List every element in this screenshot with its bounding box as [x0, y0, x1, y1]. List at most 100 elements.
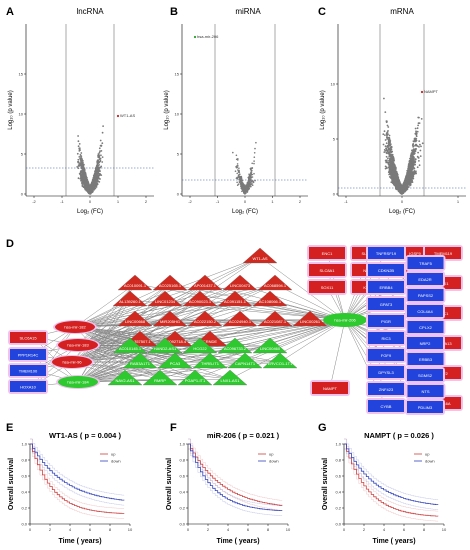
data-point	[413, 156, 415, 159]
data-point	[390, 154, 393, 157]
data-point	[234, 170, 237, 172]
data-point	[411, 151, 414, 153]
data-point	[390, 172, 393, 175]
data-point	[383, 97, 385, 100]
data-point	[80, 173, 83, 176]
data-point	[396, 182, 399, 185]
highlight-label: WT1-AS	[120, 113, 135, 118]
data-point	[248, 180, 251, 183]
data-point	[101, 142, 104, 145]
data-point	[96, 175, 99, 178]
data-point	[249, 183, 252, 185]
data-point	[389, 169, 392, 172]
data-point	[237, 159, 239, 161]
data-point	[395, 187, 398, 190]
data-point	[81, 158, 83, 161]
highlight-label: NAMPT	[424, 89, 439, 94]
x-axis-label: Log₂ (FC)	[232, 209, 258, 215]
data-point	[385, 151, 388, 154]
data-point	[384, 160, 387, 162]
data-point	[385, 161, 388, 163]
data-point	[386, 124, 389, 127]
data-points	[232, 141, 257, 195]
data-point	[410, 171, 413, 174]
data-point	[393, 159, 395, 162]
data-point	[404, 186, 407, 189]
data-point	[88, 191, 91, 193]
data-point	[87, 182, 89, 185]
data-point	[235, 166, 238, 169]
data-point	[248, 182, 251, 184]
data-points	[382, 97, 424, 195]
data-point	[83, 167, 86, 170]
data-point	[405, 178, 407, 181]
data-point	[95, 168, 98, 171]
data-point	[394, 179, 397, 182]
edge	[77, 283, 206, 346]
x-tick-label: -2	[188, 199, 192, 204]
data-point	[254, 147, 256, 150]
data-point	[391, 176, 394, 179]
data-point	[253, 152, 256, 154]
data-point	[95, 179, 98, 181]
data-point	[385, 142, 388, 145]
data-point	[238, 171, 241, 173]
x-tick-label: -1	[344, 199, 348, 204]
highlight-point	[193, 35, 197, 39]
data-point	[389, 144, 392, 147]
data-point	[237, 174, 240, 177]
data-point	[248, 184, 251, 186]
y-axis-label: Log₁₀ (p value)	[164, 90, 170, 130]
data-point	[249, 181, 252, 184]
y-tick-label: 10	[331, 82, 336, 87]
data-point	[100, 165, 103, 168]
data-point	[242, 185, 245, 188]
data-point	[236, 165, 238, 167]
data-point	[239, 177, 241, 179]
data-point	[95, 180, 98, 183]
data-point	[414, 158, 417, 161]
data-point	[98, 166, 100, 169]
plot-title: lncRNA	[76, 7, 104, 16]
x-tick-label: 0	[244, 199, 247, 204]
data-point	[418, 146, 420, 148]
data-point	[80, 155, 83, 158]
data-point	[251, 181, 253, 183]
data-point	[77, 177, 80, 180]
data-point	[77, 135, 79, 137]
data-point	[390, 166, 392, 169]
data-point	[94, 184, 96, 186]
data-point	[251, 179, 253, 182]
data-point	[387, 140, 390, 143]
data-point	[411, 154, 413, 157]
data-point	[97, 164, 99, 167]
data-point	[81, 182, 84, 185]
x-tick-label: 1	[271, 199, 274, 204]
panel-letter: D	[6, 238, 14, 250]
data-point	[93, 181, 95, 183]
data-point	[410, 169, 413, 172]
data-point	[385, 132, 388, 135]
data-point	[238, 167, 240, 169]
data-point	[239, 180, 242, 182]
data-point	[248, 187, 250, 190]
data-point	[78, 163, 81, 166]
data-point	[412, 165, 415, 168]
data-point	[416, 127, 419, 130]
data-point	[249, 179, 251, 181]
data-point	[251, 182, 253, 185]
data-point	[250, 175, 252, 177]
data-point	[394, 177, 397, 180]
data-point	[250, 171, 253, 173]
data-point	[388, 159, 391, 162]
data-point	[412, 148, 415, 151]
data-point	[241, 186, 243, 188]
data-point	[236, 181, 238, 184]
data-point	[394, 168, 397, 171]
data-point	[420, 145, 422, 148]
data-point	[384, 145, 387, 148]
data-point	[414, 160, 417, 163]
data-point	[383, 130, 386, 133]
